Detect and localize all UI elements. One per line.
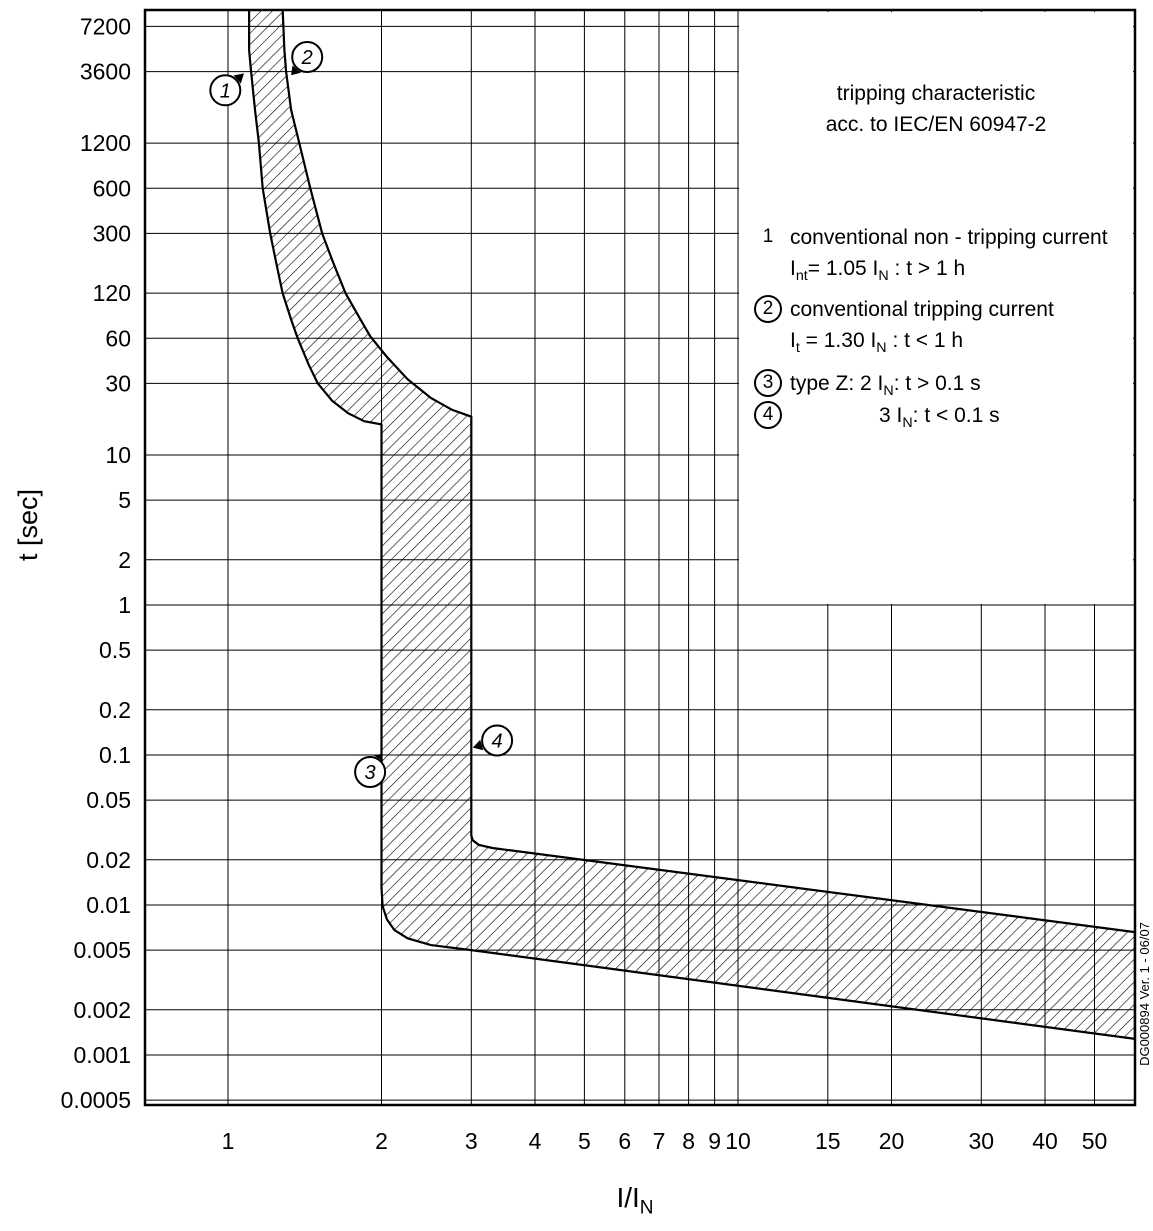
svg-text:4: 4 bbox=[529, 1128, 542, 1154]
svg-text:0.01: 0.01 bbox=[86, 892, 131, 918]
svg-text:7200: 7200 bbox=[80, 13, 131, 39]
svg-text:30: 30 bbox=[105, 370, 131, 396]
svg-text:1: 1 bbox=[118, 592, 131, 618]
svg-text:2: 2 bbox=[375, 1128, 388, 1154]
legend-item-1: 1 conventional non - tripping current In… bbox=[739, 222, 1133, 292]
svg-text:5: 5 bbox=[118, 487, 131, 513]
curve-marker-4: 4 bbox=[472, 724, 514, 757]
legend-item-4-text: 3 IN: t < 0.1 s bbox=[879, 404, 1000, 432]
svg-text:0.2: 0.2 bbox=[99, 697, 131, 723]
legend-item-3-number: 3 bbox=[754, 369, 782, 397]
svg-text:0.5: 0.5 bbox=[99, 637, 131, 663]
legend-item-1-text: conventional non - tripping current bbox=[790, 226, 1108, 249]
svg-text:1: 1 bbox=[220, 80, 231, 102]
tick-labels: 7200360012006003001206030105210.50.20.10… bbox=[61, 13, 1108, 1154]
svg-text:0.001: 0.001 bbox=[73, 1042, 131, 1068]
legend-item-2-number: 2 bbox=[754, 295, 782, 323]
legend-item-3: 3 type Z: 2 IN: t > 0.1 s bbox=[739, 368, 1133, 407]
svg-text:10: 10 bbox=[105, 442, 131, 468]
svg-text:15: 15 bbox=[815, 1128, 841, 1154]
svg-text:7: 7 bbox=[653, 1128, 666, 1154]
svg-text:30: 30 bbox=[969, 1128, 995, 1154]
svg-text:2: 2 bbox=[301, 47, 313, 69]
svg-text:6: 6 bbox=[618, 1128, 631, 1154]
curve-marker-1: 1 bbox=[209, 73, 244, 107]
svg-text:1200: 1200 bbox=[80, 130, 131, 156]
legend-item-2-formula: It = 1.30 IN : t < 1 h bbox=[790, 329, 964, 357]
watermark-text: DG000894 Ver. 1 - 06/07 bbox=[1137, 922, 1152, 1066]
svg-text:0.005: 0.005 bbox=[73, 937, 131, 963]
x-axis-label: I/IN bbox=[616, 1182, 654, 1219]
svg-text:120: 120 bbox=[93, 280, 131, 306]
svg-text:0.02: 0.02 bbox=[86, 847, 131, 873]
legend-item-1-formula: Int= 1.05 IN : t > 1 h bbox=[790, 257, 966, 285]
svg-text:0.1: 0.1 bbox=[99, 742, 131, 768]
svg-text:300: 300 bbox=[93, 220, 131, 246]
y-axis-label: t [sec] bbox=[13, 488, 43, 562]
curve-marker-2: 2 bbox=[291, 41, 324, 76]
svg-text:1: 1 bbox=[222, 1128, 235, 1154]
svg-text:8: 8 bbox=[682, 1128, 695, 1154]
tolerance-band bbox=[248, 10, 1135, 1041]
legend-item-2: 2 conventional tripping current It = 1.3… bbox=[739, 294, 1133, 364]
svg-text:0.0005: 0.0005 bbox=[61, 1087, 131, 1113]
svg-text:0.002: 0.002 bbox=[73, 997, 131, 1023]
legend-item-4: 4 3 IN: t < 0.1 s bbox=[739, 400, 1133, 439]
plot-border bbox=[143, 8, 1137, 1107]
svg-text:10: 10 bbox=[725, 1128, 751, 1154]
svg-text:0.05: 0.05 bbox=[86, 787, 131, 813]
chart-legend: tripping characteristic acc. to IEC/EN 6… bbox=[739, 12, 1133, 604]
svg-text:5: 5 bbox=[578, 1128, 591, 1154]
svg-text:9: 9 bbox=[708, 1128, 721, 1154]
legend-title: tripping characteristic acc. to IEC/EN 6… bbox=[739, 78, 1133, 140]
legend-title-line2: acc. to IEC/EN 60947-2 bbox=[825, 113, 1047, 136]
svg-text:50: 50 bbox=[1082, 1128, 1108, 1154]
svg-text:3: 3 bbox=[465, 1128, 478, 1154]
svg-text:2: 2 bbox=[118, 547, 131, 573]
legend-item-3-text: type Z: 2 IN: t > 0.1 s bbox=[790, 372, 981, 400]
svg-text:3: 3 bbox=[365, 762, 376, 784]
legend-title-line1: tripping characteristic bbox=[836, 82, 1036, 105]
svg-text:40: 40 bbox=[1032, 1128, 1058, 1154]
legend-item-2-text: conventional tripping current bbox=[790, 298, 1054, 321]
legend-item-1-number: 1 bbox=[762, 226, 774, 247]
svg-text:4: 4 bbox=[492, 731, 503, 753]
curve-marker-3: 3 bbox=[354, 753, 387, 788]
svg-text:20: 20 bbox=[879, 1128, 905, 1154]
svg-text:3600: 3600 bbox=[80, 59, 131, 85]
legend-item-4-number: 4 bbox=[754, 401, 782, 429]
svg-text:60: 60 bbox=[105, 325, 131, 351]
svg-text:600: 600 bbox=[93, 175, 131, 201]
